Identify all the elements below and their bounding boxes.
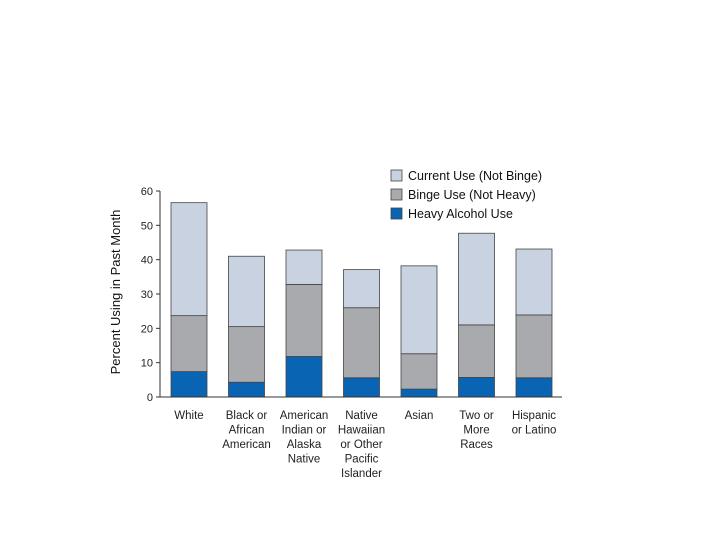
bar-segment-7-series-1 xyxy=(515,377,553,398)
x-category-label: White xyxy=(174,410,203,422)
bar-segment-2-series-1 xyxy=(228,381,265,398)
y-tick-label: 10 xyxy=(141,358,153,370)
bar-segment-7-series-2 xyxy=(515,314,553,379)
legend: Current Use (Not Binge) Binge Use (Not He… xyxy=(390,169,542,221)
x-category-label: Asian xyxy=(405,410,434,422)
bar-segment-3-series-3 xyxy=(285,249,323,285)
legend-swatch xyxy=(390,188,403,201)
bar-segment-2-series-3 xyxy=(228,255,265,328)
bar-segment-2-series-2 xyxy=(228,326,265,383)
bar-segment-3-series-2 xyxy=(285,283,323,357)
bar-segment-6-series-3 xyxy=(458,232,495,326)
legend-swatch xyxy=(390,207,403,220)
bar-segment-6-series-1 xyxy=(458,377,495,398)
y-tick-label: 30 xyxy=(141,289,153,301)
bar-segment-3-series-1 xyxy=(285,356,323,398)
y-tick-label: 40 xyxy=(141,255,153,267)
bar-segment-1-series-2 xyxy=(170,315,208,372)
x-category-label: Native Hawaiian or Other Pacific Islander xyxy=(338,410,385,480)
bar-layer xyxy=(170,202,553,398)
y-tick-label: 20 xyxy=(141,323,153,335)
x-category-label: Two or More Races xyxy=(459,410,494,451)
y-tick-label: 60 xyxy=(141,186,153,198)
legend-swatch xyxy=(390,169,403,182)
bar-segment-5-series-3 xyxy=(400,265,438,355)
bar-segment-5-series-1 xyxy=(400,388,438,398)
bar-segment-5-series-2 xyxy=(400,353,438,390)
x-category-label: Hispanic or Latino xyxy=(512,410,557,437)
bar-segment-4-series-1 xyxy=(343,377,380,398)
x-category-label: American Indian or Alaska Native xyxy=(280,410,329,466)
y-tick-label: 50 xyxy=(141,220,153,232)
bar-segment-7-series-3 xyxy=(515,248,553,316)
bar-segment-1-series-1 xyxy=(170,371,208,398)
y-tick-label: 0 xyxy=(147,392,153,404)
y-axis-title: Percent Using in Past Month xyxy=(108,210,123,375)
bar-segment-1-series-3 xyxy=(170,202,208,317)
x-category-label: Black or African American xyxy=(222,410,271,451)
legend-label: Heavy Alcohol Use xyxy=(408,207,513,221)
y-tick-layer: 0 10 20 30 40 50 60 xyxy=(141,186,160,404)
legend-label: Binge Use (Not Heavy) xyxy=(408,188,536,202)
bar-segment-6-series-2 xyxy=(458,324,495,378)
legend-label: Current Use (Not Binge) xyxy=(408,169,542,183)
bar-segment-4-series-3 xyxy=(343,269,380,309)
bar-segment-4-series-2 xyxy=(343,307,380,379)
